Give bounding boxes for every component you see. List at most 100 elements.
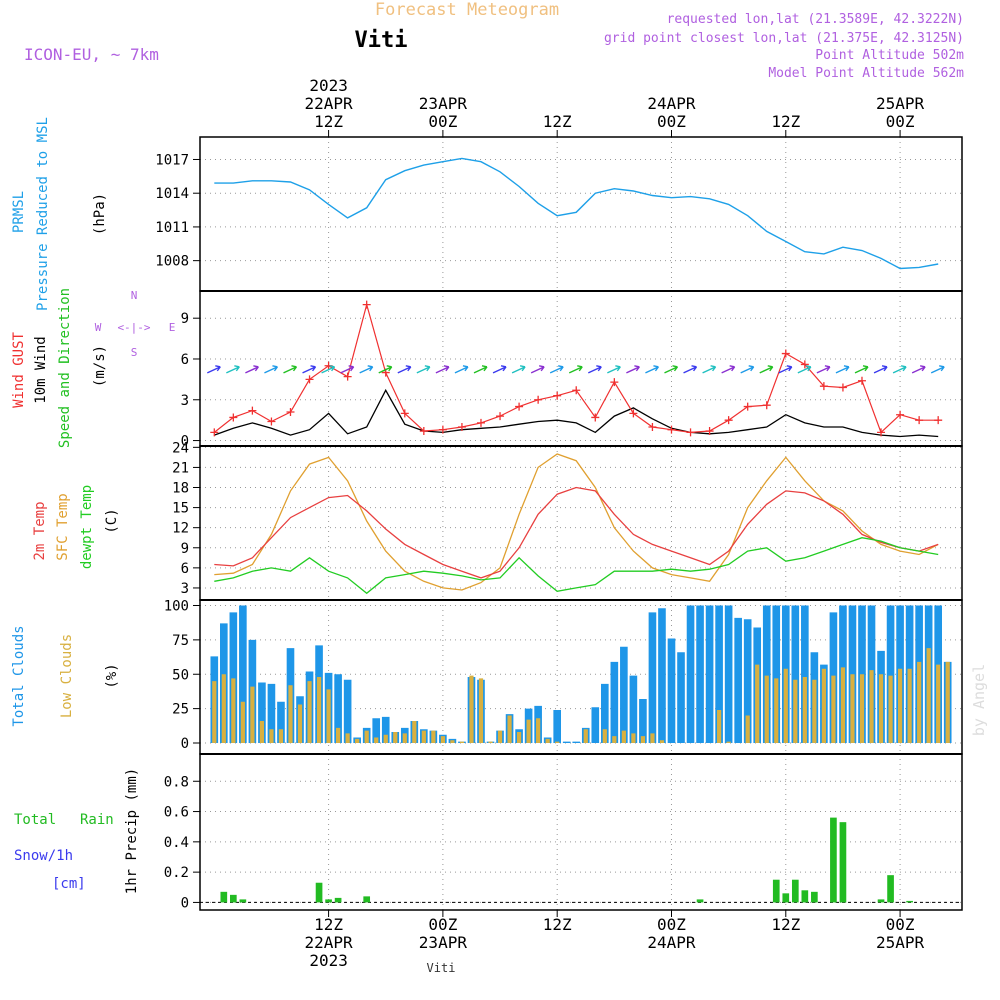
- x-tick-label-top: 25APR: [876, 94, 925, 113]
- model-altitude: Model Point Altitude 562m: [768, 66, 964, 81]
- precip-bar: [906, 900, 913, 903]
- cloud-bar-total: [239, 605, 247, 743]
- gust-marker: [496, 412, 505, 421]
- precip-bar: [782, 893, 790, 903]
- wind-unit: (m/s): [92, 345, 108, 387]
- y-tick-label-temp: 21: [172, 460, 189, 476]
- precip-bar: [334, 897, 342, 903]
- cloud-bar-total: [648, 612, 657, 743]
- x-tick-label-top: 23APR: [419, 94, 468, 113]
- cloud-bar-total: [791, 605, 800, 743]
- precip-bar: [887, 875, 894, 903]
- temp-label-sfc: SFC Temp: [55, 493, 71, 560]
- cloud-bar-low: [402, 733, 407, 743]
- wind-direction-arrow: [664, 365, 679, 374]
- precip-label-snow: Snow/1h: [14, 848, 73, 864]
- cloud-bar-low: [945, 661, 950, 743]
- wind-direction-arrow: [683, 365, 698, 374]
- wind-direction-arrow: [930, 365, 945, 374]
- gust-marker: [534, 395, 543, 404]
- x-tick-label-bottom: 23APR: [419, 933, 468, 952]
- gust-marker: [629, 409, 638, 418]
- precip-bar: [220, 891, 228, 903]
- compass-w: W: [95, 321, 102, 334]
- wind-direction-arrow: [568, 365, 583, 374]
- cloud-bar-total: [610, 661, 619, 743]
- y-tick-label-clouds: 50: [172, 667, 189, 683]
- point-altitude: Point Altitude 502m: [815, 48, 964, 63]
- wind-direction-arrow: [245, 365, 259, 374]
- wind-direction-arrow: [549, 365, 564, 374]
- gust-marker: [762, 401, 771, 410]
- footer-station: Viti: [427, 961, 456, 975]
- y-tick-label-wind: 0: [181, 434, 189, 450]
- cloud-bar-low: [717, 710, 722, 743]
- cloud-bar-low: [640, 736, 646, 743]
- precip-bar: [801, 890, 809, 903]
- wind-direction-arrow: [378, 365, 393, 374]
- cloud-bar-total: [562, 741, 571, 743]
- wind-direction-arrow: [283, 365, 298, 374]
- y-tick-label-temp: 6: [181, 561, 189, 577]
- cloud-bar-total: [715, 605, 723, 743]
- x-tick-label-bottom: 12Z: [314, 915, 343, 934]
- wind-direction-arrow: [359, 365, 374, 374]
- wind-direction-arrow: [626, 365, 640, 374]
- cloud-bar-low: [450, 740, 455, 743]
- wind-direction-arrow: [816, 365, 831, 374]
- cloud-bar-total: [601, 683, 609, 743]
- y-tick-label-clouds: 75: [172, 633, 189, 649]
- wind-direction-arrow: [492, 365, 507, 374]
- wind-direction-arrow: [854, 365, 869, 374]
- wind-direction-arrow: [911, 365, 926, 374]
- panel-frame-pressure: [199, 136, 963, 292]
- cloud-bar-low: [755, 664, 760, 743]
- cloud-bar-total: [734, 617, 742, 743]
- cloud-bar-low: [726, 741, 731, 743]
- cloud-bar-total: [343, 679, 352, 743]
- cloud-bar-low: [297, 704, 303, 743]
- cloud-unit: (%): [104, 663, 120, 688]
- gust-marker: [743, 402, 752, 411]
- x-tick-label-top: 12Z: [543, 112, 572, 131]
- cloud-bar-low: [745, 715, 750, 743]
- precip-label-total: Total: [14, 812, 56, 828]
- y-tick-label-wind: 3: [181, 393, 189, 409]
- wind-direction-arrow: [511, 365, 526, 374]
- gust-marker: [800, 360, 809, 369]
- gust-marker: [457, 422, 466, 431]
- cloud-bar-total: [658, 608, 666, 743]
- gust-marker: [819, 382, 828, 391]
- cloud-bar-low: [821, 668, 826, 743]
- wind-direction-arrow: [206, 365, 221, 374]
- x-tick-label-bottom: 00Z: [657, 915, 686, 934]
- cloud-bar-low: [907, 668, 912, 743]
- x-tick-label-bottom: 2023: [309, 951, 348, 970]
- cloud-bar-low: [516, 732, 522, 743]
- wind-direction-arrow: [759, 365, 774, 374]
- y-tick-label-precip: 0.4: [164, 835, 189, 851]
- cloud-bar-low: [536, 718, 541, 743]
- cloud-bar-low: [878, 674, 884, 743]
- y-tick-label-temp: 24: [172, 440, 189, 456]
- x-tick-label-top: 12Z: [314, 112, 343, 131]
- wind-direction-arrow: [397, 365, 412, 374]
- gust-marker: [343, 372, 352, 381]
- cloud-bar-total: [677, 652, 685, 743]
- cloud-bar-low: [555, 741, 560, 743]
- cloud-bar-low: [621, 730, 626, 743]
- cloud-bar-total: [886, 605, 895, 743]
- compass-s: S: [131, 346, 138, 359]
- gust-marker: [877, 428, 886, 437]
- precip-bar: [791, 879, 799, 903]
- cloud-bar-total: [334, 674, 342, 743]
- cloud-bar-low: [897, 668, 903, 743]
- y-tick-label-temp: 12: [172, 521, 189, 537]
- gust-marker: [724, 416, 733, 425]
- cloud-bar-low: [278, 729, 284, 743]
- cloud-bar-total: [801, 605, 809, 743]
- x-tick-label-bottom: 24APR: [647, 933, 696, 952]
- pressure-unit: (hPa): [92, 193, 108, 235]
- cloud-bar-total: [553, 710, 561, 743]
- gust-marker: [229, 413, 238, 422]
